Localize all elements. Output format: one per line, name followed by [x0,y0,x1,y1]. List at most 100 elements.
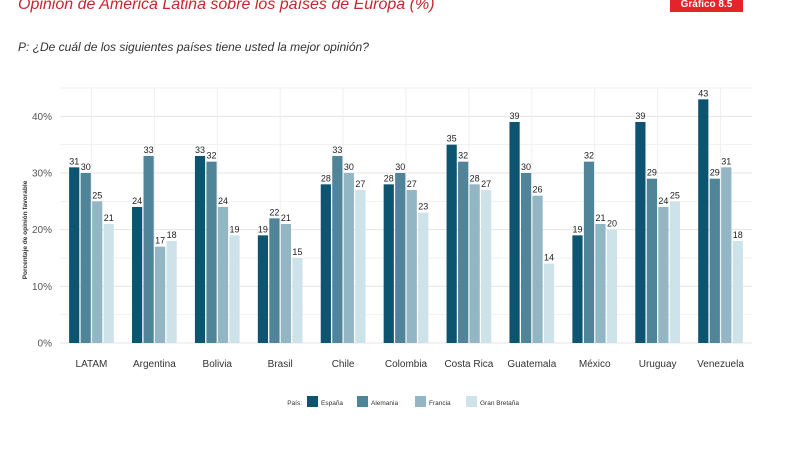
bar-value-label: 31 [69,156,79,166]
bar-value-label: 21 [281,213,291,223]
bar-value-label: 30 [521,162,531,172]
bar-value-label: 25 [670,190,680,200]
y-axis-ticks: 0% 10% 20% 30% 40% [32,112,52,350]
bar-value-label: 28 [384,173,394,183]
bar [69,167,80,343]
x-category-label: Colombia [385,359,428,370]
x-category-label: Guatemala [507,359,556,370]
bar [595,224,606,343]
legend-label: Francia [429,400,451,407]
bar-value-label: 33 [144,145,154,155]
bar [383,184,394,343]
bar [520,173,532,343]
bar [469,184,480,343]
bar-value-label: 24 [132,196,142,206]
bar [103,224,114,343]
y-tick-label: 40% [32,112,52,123]
bar-value-label: 28 [321,173,331,183]
bar [229,235,240,343]
bar [669,201,680,343]
bar-value-label: 28 [470,173,480,183]
bar [280,224,292,343]
bar [646,178,657,343]
bar [92,201,103,343]
bar [269,218,280,343]
y-axis-label: Porcentaje de opinión favorable [22,180,29,279]
y-tick-label: 20% [32,225,52,236]
bar [532,195,543,343]
bar-value-label: 32 [207,151,217,161]
bar-value-label: 27 [407,179,417,189]
bar-value-label: 31 [721,156,731,166]
legend-title: País: [287,400,302,407]
x-category-label: Uruguay [639,359,677,370]
bar-value-label: 30 [395,162,405,172]
x-category-label: Bolivia [203,359,233,370]
bar [194,156,206,343]
legend-swatch [466,396,477,407]
bar [458,161,469,343]
bar [658,207,669,343]
bar-value-label: 39 [510,111,520,121]
bar-value-label: 21 [595,213,605,223]
bar-value-label: 14 [544,253,554,263]
bar-value-label: 33 [332,145,342,155]
y-tick-label: 30% [32,169,52,180]
bar-value-label: 25 [92,190,102,200]
bar [80,173,91,343]
x-axis-categories: LATAM Argentina Bolivia Brasil Chile Colombia… [76,359,745,370]
bar-value-label: 19 [258,224,268,234]
bar [343,173,354,343]
bar [395,173,406,343]
bar [406,190,417,343]
bar [572,235,583,343]
bar [543,263,555,343]
legend-swatch [307,396,318,407]
bar-value-label: 19 [572,224,582,234]
bar [446,144,457,343]
bar-value-label: 18 [733,230,743,240]
bar-value-label: 23 [418,202,428,212]
bar [217,207,229,343]
chart-title: Opinión de América Latina sobre los país… [18,0,435,13]
survey-question: P: ¿De cuál de los siguientes países tie… [18,40,369,54]
chart-number-badge: Gráfico 8.5 [670,0,743,12]
bar-value-label: 26 [533,185,543,195]
bar [698,99,709,343]
bar-value-label: 17 [155,236,165,246]
bar [292,258,303,343]
bar-value-label: 24 [658,196,668,206]
bar-value-label: 43 [698,88,708,98]
bar-value-label: 39 [635,111,645,121]
bar-value-label: 15 [292,247,302,257]
bar-value-label: 18 [167,230,177,240]
bar [481,190,492,343]
bar-value-label: 30 [344,162,354,172]
legend: País: España Alemania Francia Gran Bretaña [287,396,519,407]
x-category-label: Costa Rica [444,359,493,370]
x-category-label: Venezuela [697,359,744,370]
y-tick-label: 10% [32,282,52,293]
bar-value-label: 29 [710,168,720,178]
bar [132,207,143,343]
bar [320,184,331,343]
bar [709,178,720,343]
bar-value-label: 19 [230,224,240,234]
bar [635,122,646,343]
bar [418,212,429,343]
x-category-label: LATAM [76,359,108,370]
bar [721,167,732,343]
bar [355,190,366,343]
bar [583,161,595,343]
bar-value-label: 21 [104,213,114,223]
bar [509,122,520,343]
x-category-label: México [579,359,611,370]
bar [332,156,343,343]
bar-value-label: 22 [269,207,279,217]
bar-value-label: 32 [458,151,468,161]
x-category-label: Brasil [268,359,293,370]
bar-value-label: 27 [481,179,491,189]
bar [732,241,743,343]
bar-value-label: 33 [195,145,205,155]
